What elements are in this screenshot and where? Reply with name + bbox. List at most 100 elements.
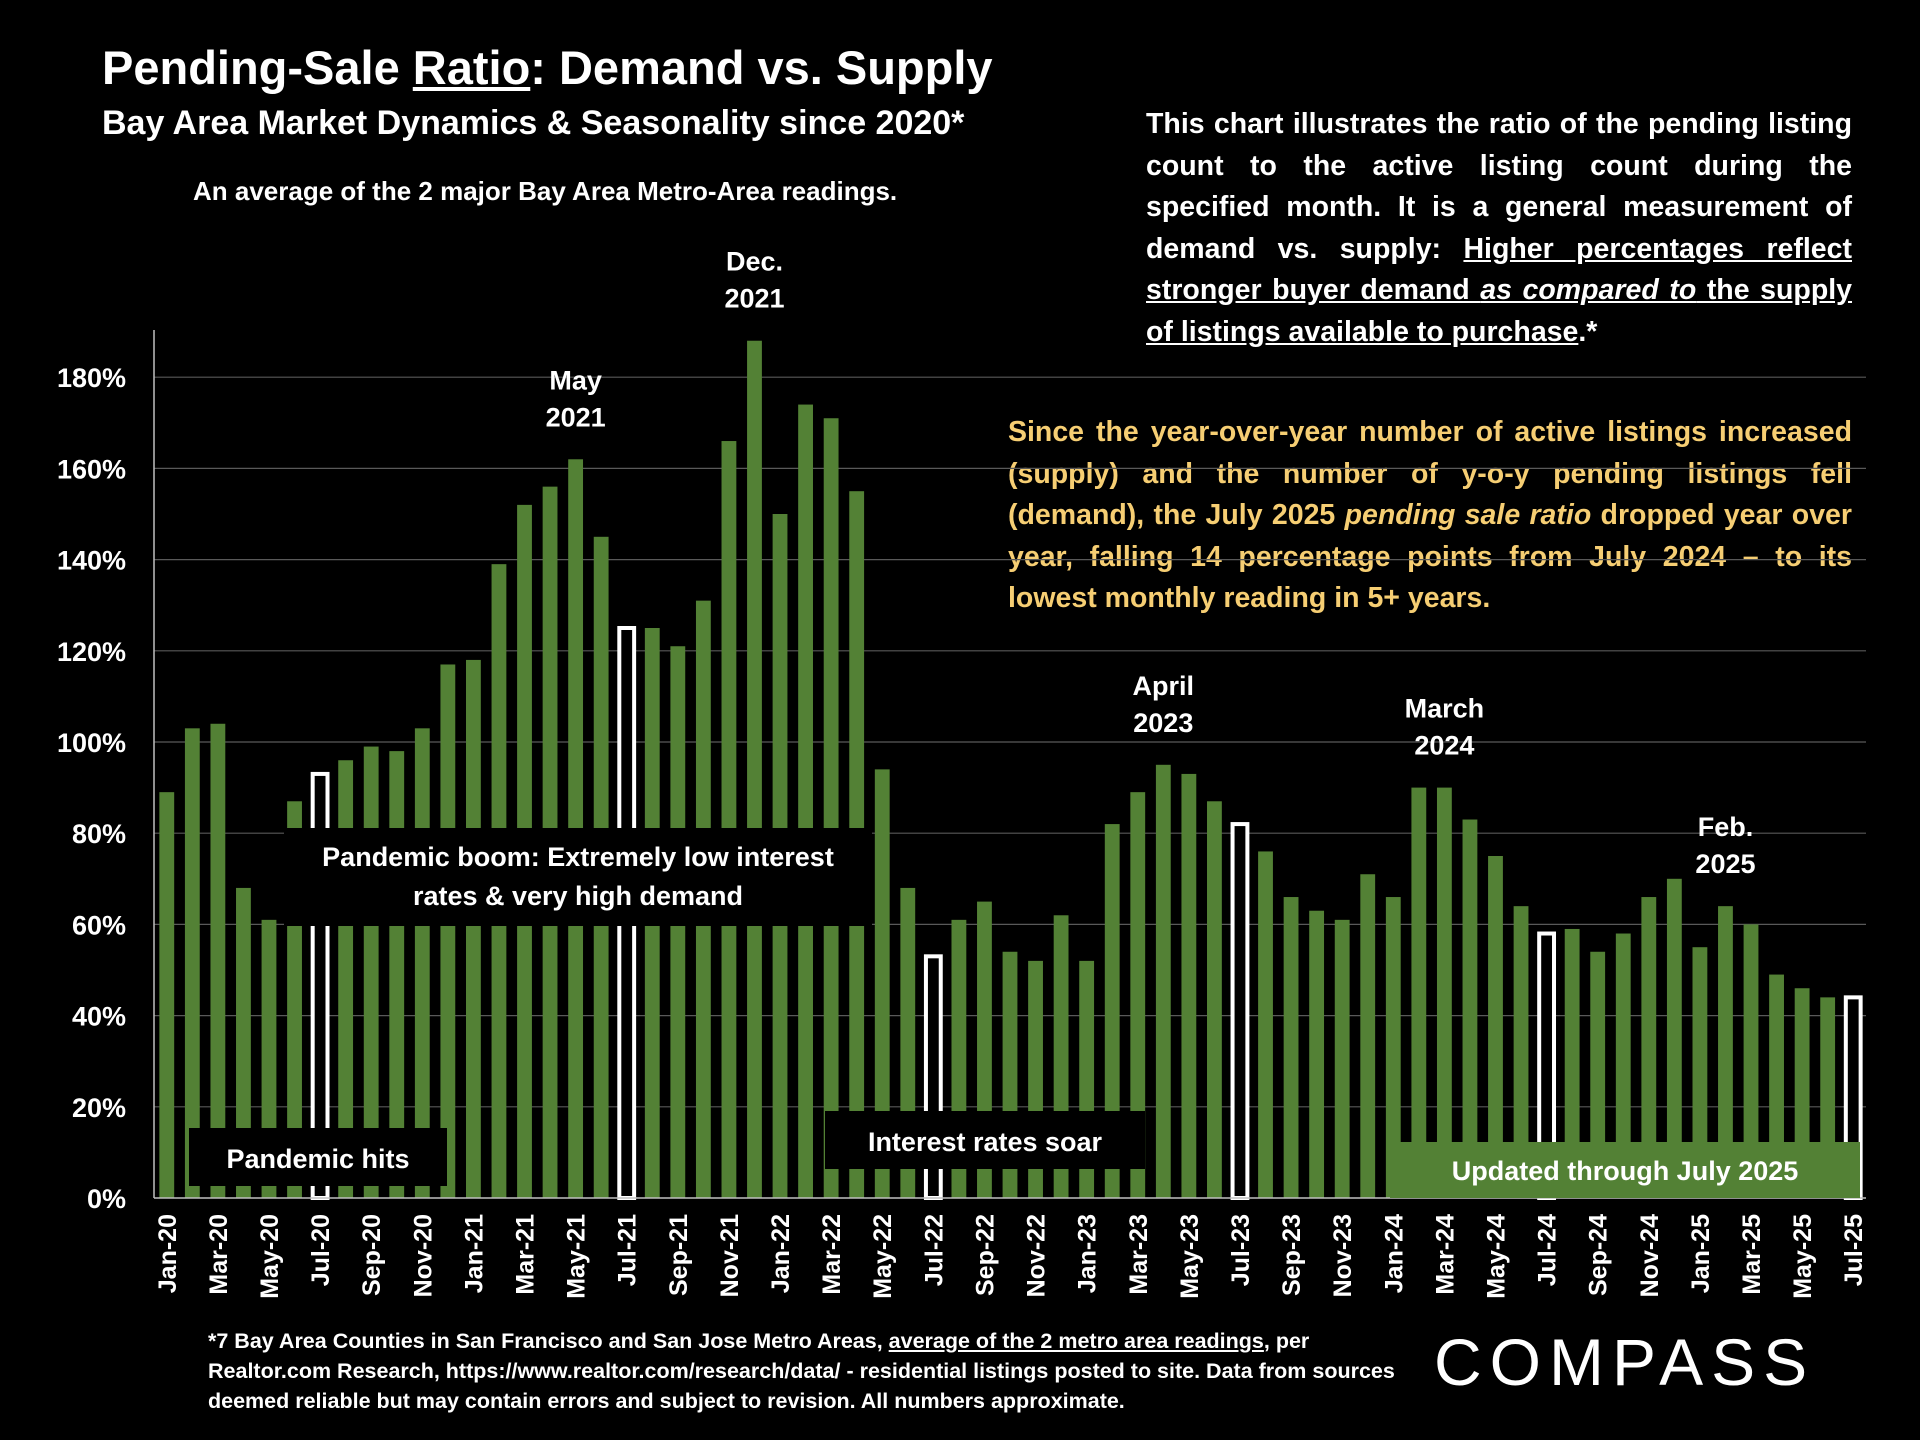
y-tick-label: 40% xyxy=(72,1002,126,1032)
peak-label-line2: 2023 xyxy=(1133,708,1193,738)
peak-label-line1: May xyxy=(549,365,602,395)
bar xyxy=(1590,951,1606,1198)
x-tick-label: Jan-23 xyxy=(1074,1214,1102,1293)
annotation-box xyxy=(189,1128,447,1186)
highlight-italic: pending sale ratio xyxy=(1344,499,1592,531)
peak-label-line1: March xyxy=(1405,694,1485,724)
bar xyxy=(1207,801,1222,1198)
x-tick-label: Jul-25 xyxy=(1840,1214,1868,1286)
highlight-part-2: dropped year over year, falling 14 perce… xyxy=(1008,499,1852,614)
x-tick-label: May-21 xyxy=(563,1214,591,1299)
x-tick-label: Sep-21 xyxy=(665,1214,693,1296)
bar xyxy=(1666,878,1682,1198)
x-tick-label: Mar-25 xyxy=(1738,1214,1766,1295)
x-tick-label: Sep-20 xyxy=(358,1214,386,1296)
explanation-emphasis: Higher percentages reflect stronger buye… xyxy=(1146,233,1852,348)
x-tick-label: Jan-21 xyxy=(460,1214,488,1293)
x-tick-label: Jul-20 xyxy=(307,1214,335,1286)
x-tick-label: May-20 xyxy=(256,1214,284,1299)
y-tick-label: 120% xyxy=(57,637,126,667)
x-tick-label: May-24 xyxy=(1482,1214,1510,1299)
bar xyxy=(1462,819,1478,1198)
x-tick-label: Jul-24 xyxy=(1534,1214,1562,1286)
bar xyxy=(236,887,251,1198)
y-axis-tick-labels: 0% 20% 40% 60% 80% 100% 120% 140% 160% 180% xyxy=(57,363,126,1214)
bar xyxy=(1155,764,1171,1198)
x-tick-label: Jan-22 xyxy=(767,1214,795,1293)
footnote-part-1: *7 Bay Area Counties in San Francisco an… xyxy=(208,1329,889,1353)
bar xyxy=(1258,851,1273,1198)
x-tick-label: Nov-22 xyxy=(1023,1214,1051,1297)
bar xyxy=(1436,787,1452,1198)
bar xyxy=(1692,947,1708,1198)
x-tick-label: Jan-25 xyxy=(1687,1214,1715,1293)
bar xyxy=(159,792,175,1198)
title-underlined-part: Ratio xyxy=(412,41,531,94)
x-tick-label: Mar-21 xyxy=(512,1214,540,1295)
bar xyxy=(747,340,762,1199)
source-footnote: *7 Bay Area Counties in San Francisco an… xyxy=(208,1326,1408,1416)
x-tick-label: Mar-23 xyxy=(1125,1214,1153,1295)
x-tick-label: Nov-20 xyxy=(409,1214,437,1297)
peak-label-line1: Dec. xyxy=(726,247,783,277)
annotation-box xyxy=(1390,1142,1860,1198)
highlight-part-1: Since the year-over-year number of activ… xyxy=(1008,416,1852,531)
bar xyxy=(1564,928,1580,1198)
x-axis-tick-labels: Jan-20 Mar-20 May-20 Jul-20 Sep-20 Nov-20 Jan-… xyxy=(154,1214,1868,1299)
bar xyxy=(1385,897,1401,1198)
bar xyxy=(1309,910,1325,1198)
y-tick-label: 180% xyxy=(57,363,126,393)
explanation-emphasis-2: the supply of listings available to purc… xyxy=(1146,274,1853,348)
annotation-text: Pandemic hits xyxy=(226,1144,409,1174)
explanation-emphasis-italic: as compared to xyxy=(1480,274,1697,306)
annotation-text: Updated through July 2025 xyxy=(1452,1156,1799,1186)
bar xyxy=(1641,897,1657,1198)
page-subtitle: Bay Area Market Dynamics & Seasonality s… xyxy=(102,104,965,142)
x-tick-label: Nov-24 xyxy=(1636,1214,1664,1297)
bar xyxy=(414,728,430,1198)
annotation-text: Pandemic boom: Extremely low interest xyxy=(322,842,834,872)
explanation-lead: This chart illustrates the ratio of the … xyxy=(1146,108,1852,265)
x-tick-label: May-25 xyxy=(1789,1214,1817,1299)
chart-explanation: This chart illustrates the ratio of the … xyxy=(1146,104,1852,353)
y-tick-label: 80% xyxy=(72,819,126,849)
peak-label-line2: 2024 xyxy=(1414,731,1474,761)
bar xyxy=(440,664,456,1198)
annotation-box xyxy=(825,1111,1145,1169)
x-tick-label: Sep-23 xyxy=(1278,1214,1306,1296)
bar xyxy=(184,728,200,1198)
explanation-emphasis-1: Higher percentages reflect stronger buye… xyxy=(1146,232,1852,307)
bar xyxy=(1615,933,1631,1198)
y-tick-label: 100% xyxy=(57,728,126,758)
peak-label-line2: 2025 xyxy=(1695,849,1755,879)
bar xyxy=(1283,897,1299,1198)
x-tick-label: Jan-24 xyxy=(1380,1214,1408,1293)
annotation-text: rates & very high demand xyxy=(413,881,743,911)
x-tick-label: Jul-21 xyxy=(614,1214,642,1286)
bar xyxy=(1181,773,1197,1198)
bar xyxy=(874,769,890,1198)
peak-label-line2: 2021 xyxy=(546,402,606,432)
bar xyxy=(465,659,481,1198)
peak-label-line1: April xyxy=(1133,671,1195,701)
x-tick-label: Sep-22 xyxy=(971,1214,999,1296)
peak-labels: May 2021 Dec. 2021 April 2023 March 2024 Feb. 202… xyxy=(546,247,1756,879)
bar xyxy=(1743,924,1759,1198)
highlight-commentary: Since the year-over-year number of activ… xyxy=(1008,412,1852,620)
y-tick-label: 60% xyxy=(72,910,126,940)
x-tick-label: Jul-23 xyxy=(1227,1214,1255,1286)
x-tick-label: Mar-20 xyxy=(205,1214,233,1295)
bars xyxy=(159,340,1863,1201)
bar xyxy=(1104,824,1120,1198)
peak-label-line2: 2021 xyxy=(724,284,784,314)
x-tick-label: Sep-24 xyxy=(1585,1214,1613,1296)
y-tick-label: 20% xyxy=(72,1093,126,1123)
title-part: : Demand vs. Supply xyxy=(530,41,993,94)
x-tick-label: Mar-22 xyxy=(818,1214,846,1295)
bar xyxy=(1718,906,1733,1198)
x-tick-label: Nov-23 xyxy=(1329,1214,1357,1297)
x-tick-label: Nov-21 xyxy=(716,1214,744,1297)
explanation-tail: .* xyxy=(1578,315,1598,348)
average-note: An average of the 2 major Bay Area Metro… xyxy=(193,176,898,206)
